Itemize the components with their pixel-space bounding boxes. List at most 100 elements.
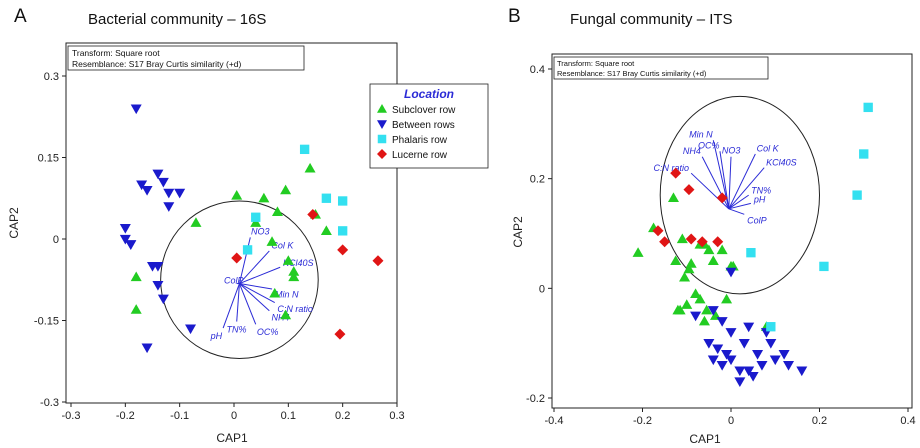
panel-b-point	[783, 360, 795, 371]
panel-b-point	[698, 315, 710, 326]
panel-b-point	[703, 339, 715, 349]
panel-b-vector-line	[728, 202, 752, 210]
panel-b-point	[707, 255, 719, 266]
panel-a-point	[157, 294, 169, 305]
panel-a-point	[231, 190, 243, 200]
panel-b-point	[679, 271, 691, 282]
panel-a-vector-label: Col K	[271, 241, 294, 251]
panel-b-vector-label: KCl40S	[766, 157, 797, 167]
panel-b-point	[863, 102, 873, 113]
panel-a-point	[251, 212, 261, 222]
panel-a-point	[304, 162, 316, 173]
panel-a-vector-line	[239, 283, 270, 312]
panel-b-vector-line	[728, 156, 732, 209]
panel-a-y-tick-label: -0.3	[40, 397, 59, 409]
panel-b-point	[716, 192, 728, 204]
panel-a-y-tick-label: 0.3	[44, 71, 59, 83]
panel-b-point	[766, 322, 776, 332]
panel-a-point	[334, 328, 346, 340]
legend-entry-label: Between rows	[392, 120, 455, 131]
panel-a-point	[250, 217, 262, 227]
panel-a-vector-label: pH	[210, 331, 223, 341]
panel-a-point	[288, 271, 300, 282]
panel-b-x-ticks: -0.4 -0.2 0 0.2 0.4	[545, 408, 916, 427]
panel-b-point	[690, 288, 702, 298]
panel-a-point	[190, 217, 202, 227]
panel-a-x-axis-label: CAP1	[216, 431, 248, 445]
panel-b-point	[716, 360, 728, 371]
panel-b-vector-label: NO3	[722, 146, 741, 156]
panel-a-point	[280, 184, 292, 195]
panel-b-point	[667, 192, 679, 202]
panel-a-x-tick-label: 0.2	[335, 410, 350, 422]
panel-b-points	[632, 102, 873, 388]
panel-b-y-tick-label: -0.2	[526, 393, 545, 405]
legend-entry-label: Subclover row	[392, 105, 456, 116]
panel-b-x-tick-label: -0.2	[633, 415, 652, 427]
panel-b-info-transform: Transform: Square root	[557, 59, 635, 68]
panel-b-point	[683, 184, 695, 196]
legend-entry-label: Phalaris row	[392, 135, 448, 146]
panel-b-point	[819, 261, 829, 272]
panel-b-letter: B	[508, 6, 521, 27]
panel-a-vector-label: C:N ratio	[277, 304, 313, 314]
panel-b-point	[778, 350, 790, 360]
panel-b-x-tick-label: 0.2	[812, 415, 827, 427]
panel-a-point	[130, 304, 142, 314]
panel-b-point	[707, 355, 719, 366]
panel-b-point	[743, 366, 755, 377]
panel-a-point	[337, 226, 348, 236]
panel-a-vector-label: TN%	[227, 325, 247, 335]
panel-a-point	[141, 185, 153, 196]
panel-a-x-tick-label: 0	[231, 410, 237, 422]
panel-b-vector-label: NH4	[683, 146, 701, 156]
panel-b-vectors: Min NOC%NH4 NO3 Col K KCl40S C:N ratio TN%pH C…	[653, 129, 796, 225]
panel-b-point	[670, 255, 682, 266]
panel-b-point	[725, 267, 737, 278]
panel-b-info-box: Transform: Square root Resemblance: S17 …	[553, 56, 769, 80]
panel-a-x-tick-label: 0.3	[389, 410, 404, 422]
panel-a-point	[157, 177, 169, 188]
panel-b-point	[725, 355, 737, 366]
legend-title: Location	[404, 87, 454, 101]
panel-a-point	[130, 271, 142, 282]
panel-b-vector-label: Col K	[757, 143, 780, 153]
panel-b-point	[703, 244, 715, 255]
panel-a-plot-frame	[65, 42, 398, 404]
panel-b-point	[674, 304, 686, 315]
panel-b-point	[683, 263, 695, 274]
panel-b-point	[670, 167, 682, 179]
panel-b: B Fungal community – ITS Transform: Squa…	[508, 6, 916, 446]
panel-a-y-tick-label: 0.15	[38, 153, 59, 165]
panel-b-point	[721, 293, 733, 304]
panel-b-point	[725, 328, 737, 338]
panel-a-point	[337, 196, 348, 206]
panel-a-points	[119, 104, 384, 354]
legend-entry-label: Lucerne row	[392, 150, 448, 161]
panel-a-point	[130, 104, 142, 115]
panel-a-point	[136, 180, 148, 191]
panel-a-vector-line	[222, 283, 240, 329]
panel-b-point	[712, 236, 724, 248]
panel-b-vector-label: Min N	[689, 129, 713, 139]
panel-b-point	[734, 366, 746, 377]
panel-a-y-tick-label: -0.15	[34, 316, 59, 328]
panel-a-point	[269, 287, 281, 298]
panel-a-point	[242, 245, 253, 255]
panel-b-point	[659, 236, 671, 248]
panel-b-point	[859, 149, 869, 159]
panel-b-info-box-frame	[553, 56, 769, 80]
panel-b-vector-label: pH	[753, 195, 766, 205]
panel-a-point	[141, 343, 153, 354]
panel-b-point	[694, 293, 706, 304]
legend-frame	[369, 83, 489, 169]
panel-a-correlation-circle	[160, 200, 319, 360]
panel-a-x-tick-label: -0.3	[62, 410, 81, 422]
panel-a-point	[299, 144, 310, 155]
panel-a-point	[288, 266, 300, 276]
panel-a-point	[231, 252, 243, 264]
panel-a-point	[152, 169, 164, 180]
panel-b-point	[721, 350, 733, 360]
panel-b-vector-line	[728, 194, 749, 210]
panel-a-info-transform: Transform: Square root	[72, 48, 160, 58]
